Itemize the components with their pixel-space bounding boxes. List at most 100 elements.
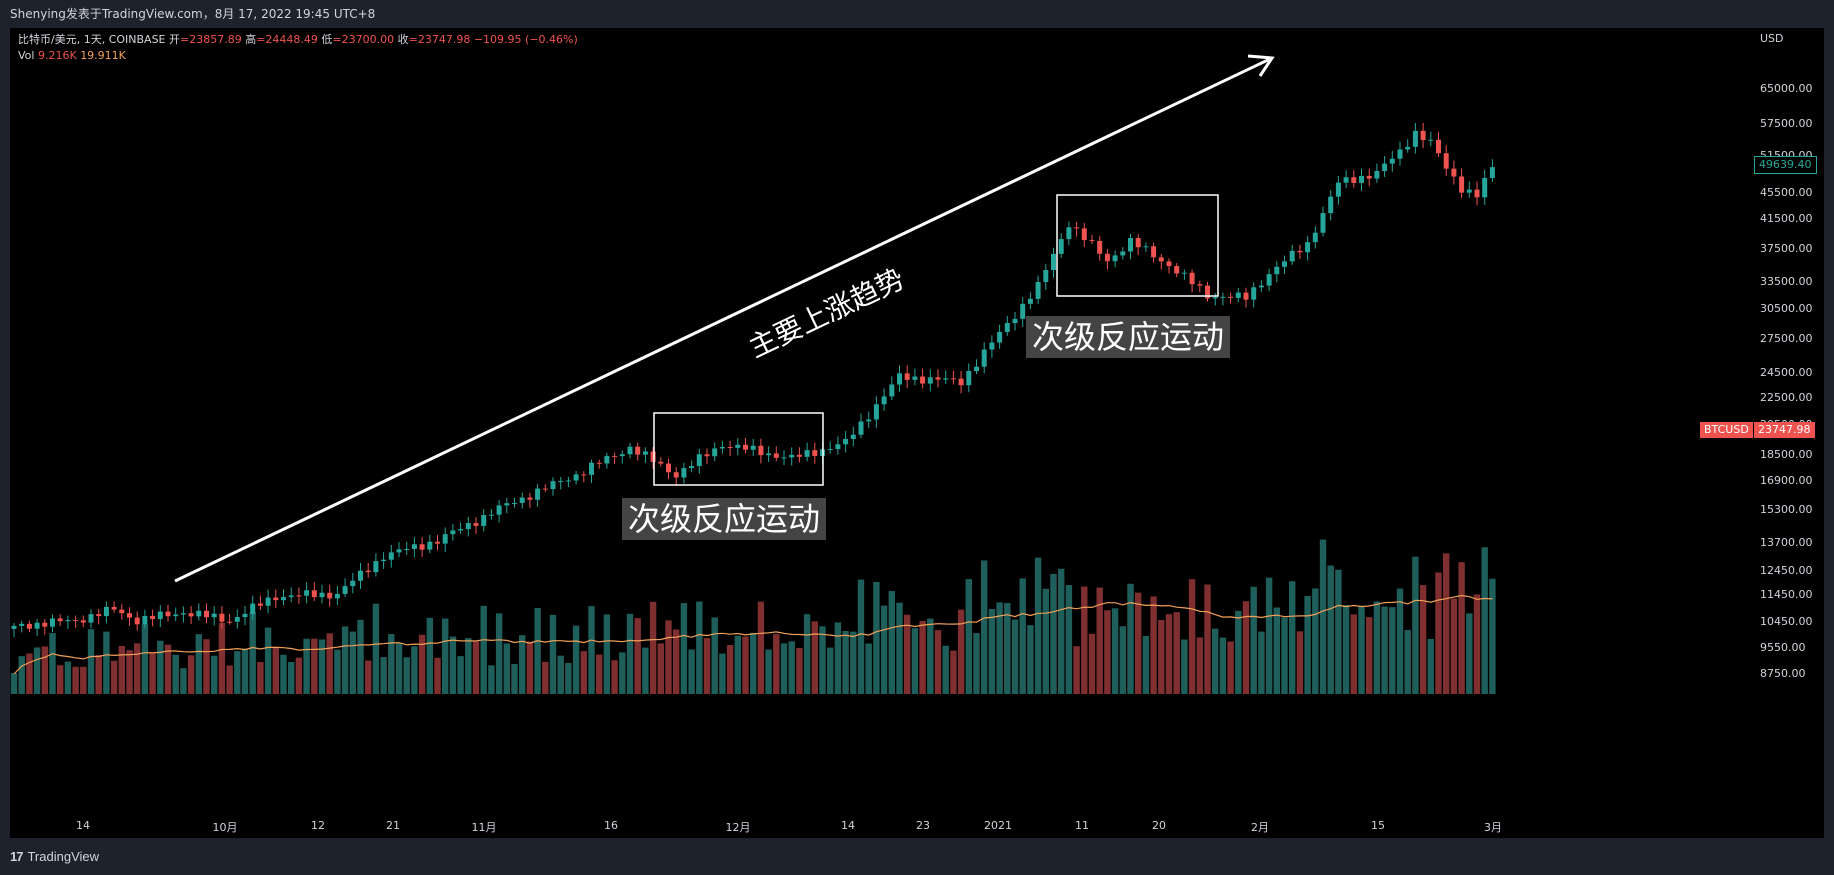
volume-bar	[1104, 610, 1111, 694]
volume-bar	[1427, 638, 1434, 694]
volume-bar	[1335, 569, 1342, 694]
volume-bar	[1219, 637, 1227, 694]
time-tick-label: 15	[1371, 819, 1385, 832]
price-tick-label: 37500.00	[1760, 241, 1813, 255]
volume-bar	[742, 636, 749, 694]
volume-bar	[1065, 585, 1073, 694]
candle	[635, 442, 641, 461]
candle	[1382, 156, 1388, 177]
candle	[658, 457, 664, 467]
candle	[689, 460, 695, 473]
time-axis[interactable]: 14 10月 12 21 11月 16 12月 14 23 2021 11 20 2月 15 3月	[10, 813, 1754, 838]
volume-bar	[334, 649, 341, 694]
volume-bar	[1196, 637, 1203, 694]
volume-bar	[1081, 586, 1088, 694]
volume-bar	[1235, 610, 1242, 694]
price-tick-label: 45500.00	[1760, 185, 1813, 199]
candle	[1235, 288, 1241, 303]
volume-bar	[596, 654, 603, 694]
volume-bar	[257, 662, 264, 694]
candle	[350, 572, 356, 594]
volume-value: 9.216K	[37, 49, 77, 62]
candle	[1104, 248, 1110, 270]
volume-ma-value: 19.911K	[80, 49, 126, 62]
volume-bar	[673, 629, 680, 694]
volume-bar	[495, 613, 503, 694]
chart-area[interactable]: 比特币/美元, 1天, COINBASE 开=23857.89 高=24448.…	[10, 28, 1824, 838]
candle	[1027, 292, 1033, 310]
volume-bar	[688, 649, 695, 694]
candle	[465, 516, 471, 537]
volume-bar	[18, 656, 25, 694]
volume-bar	[195, 634, 202, 694]
candle	[1166, 258, 1172, 274]
volume-bar	[757, 601, 765, 694]
volume-bar	[819, 626, 826, 694]
open-label: 开	[169, 33, 181, 46]
candle	[11, 623, 17, 638]
volume-bar	[403, 657, 410, 694]
candle	[1343, 170, 1349, 189]
candle	[966, 363, 972, 393]
price-tick-label: 30500.00	[1760, 302, 1813, 316]
candle	[642, 447, 648, 463]
candle	[1112, 250, 1118, 268]
volume-bar	[326, 633, 333, 694]
candle	[527, 492, 533, 508]
candle	[719, 440, 725, 454]
candle	[411, 537, 417, 558]
volume-bar	[534, 608, 541, 694]
candle	[989, 335, 995, 358]
volume-bar	[896, 602, 903, 694]
candle	[435, 534, 440, 551]
candle	[404, 541, 410, 555]
volume-bar	[796, 648, 803, 694]
volume-bar	[1273, 607, 1280, 694]
volume-bar	[1135, 592, 1142, 694]
candle	[219, 606, 225, 629]
candle	[735, 438, 741, 456]
volume-bar	[218, 622, 226, 694]
tradingview-logo[interactable]: 17 TradingView	[10, 846, 99, 866]
volume-bar	[1396, 588, 1404, 694]
volume-bar	[503, 643, 510, 694]
tradingview-logo-icon: 17	[10, 848, 24, 864]
candle	[666, 458, 671, 480]
price-tick-label: 57500.00	[1760, 117, 1813, 131]
volume-bar	[134, 643, 141, 694]
candle	[373, 553, 379, 577]
price-tick-label: 9550.00	[1760, 640, 1806, 654]
candle	[234, 609, 240, 629]
volume-bar	[1088, 633, 1096, 694]
candle	[1004, 316, 1010, 336]
volume-bar	[295, 657, 303, 694]
candle	[88, 609, 94, 629]
candle	[1459, 168, 1465, 198]
price-axis[interactable]: USD 65000.0057500.0051500.0045500.004150…	[1754, 28, 1824, 838]
volume-bar	[1473, 594, 1481, 694]
volume-bar	[634, 618, 641, 694]
candle	[1074, 221, 1080, 237]
volume-bar	[965, 579, 972, 694]
candle	[103, 601, 109, 624]
volume-bar	[1111, 608, 1119, 694]
candle	[897, 365, 902, 392]
volume-bar	[919, 620, 926, 694]
volume-bar	[488, 665, 495, 694]
candle	[450, 523, 456, 541]
secondary-reaction-label-2: 次级反应运动	[1026, 316, 1231, 358]
candle	[365, 562, 371, 578]
candle	[134, 611, 140, 631]
current-price-tag: 49639.40	[1754, 156, 1817, 174]
volume-bar	[865, 643, 872, 694]
symbol-legend: 比特币/美元, 1天, COINBASE 开=23857.89 高=24448.…	[18, 32, 578, 64]
volume-bar	[357, 619, 364, 694]
candle	[1035, 275, 1041, 304]
candlestick-chart[interactable]	[10, 28, 1824, 838]
volume-bar	[1458, 562, 1465, 694]
candle	[327, 584, 333, 607]
volume-bar	[927, 618, 934, 694]
volume-bar	[580, 651, 587, 694]
volume-bar	[765, 649, 772, 694]
symbol-name: 比特币/美元, 1天, COINBASE	[18, 33, 166, 46]
